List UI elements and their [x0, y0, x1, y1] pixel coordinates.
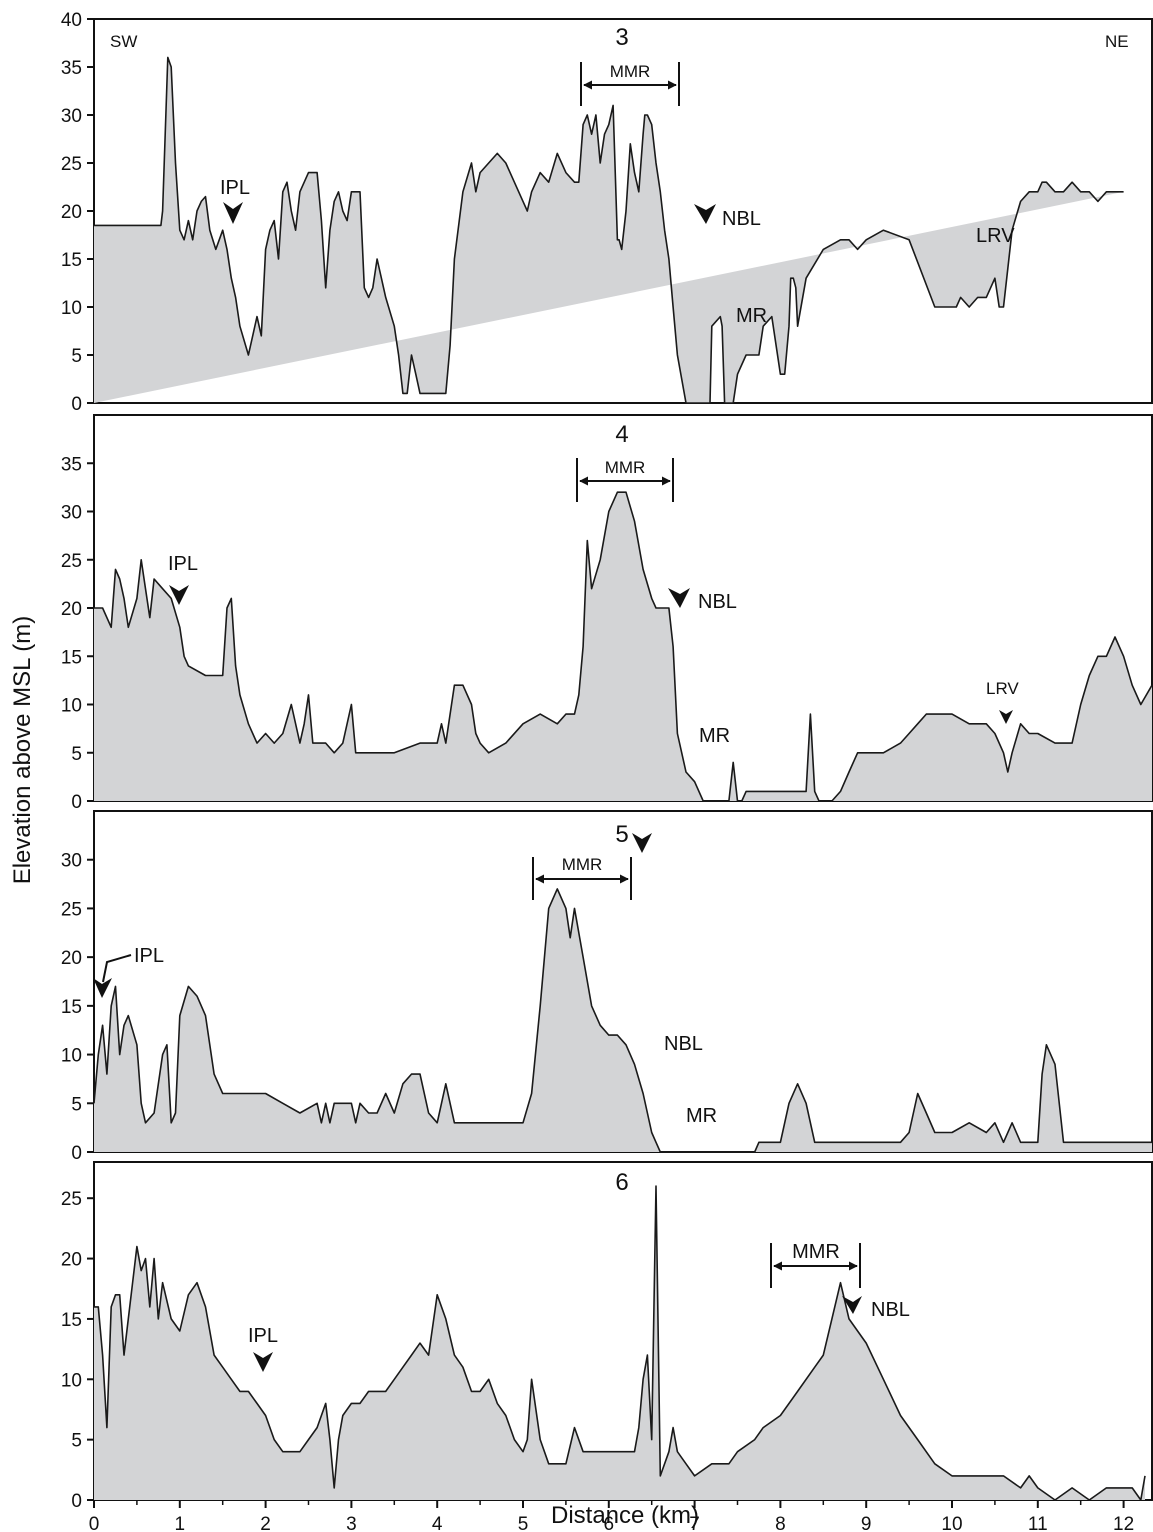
y-tick-label: 10 [61, 298, 82, 319]
elevation-line [94, 1185, 1146, 1501]
elevation-area [94, 492, 1152, 801]
nbl-arrowhead [632, 833, 652, 853]
y-tick-label: 20 [61, 948, 82, 969]
mmr-label: MMR [562, 855, 603, 874]
panel-3-annotations: MMR IPL NBL MR LRV [220, 62, 1015, 327]
x-tick-label: 3 [346, 1514, 357, 1532]
y-tick-label: 25 [61, 899, 82, 920]
x-tick-label: 4 [432, 1514, 443, 1532]
y-tick-label: 10 [61, 1370, 82, 1391]
x-tick-label: 5 [518, 1514, 529, 1532]
nbl-arrowhead [842, 1296, 862, 1314]
y-tick-label: 10 [61, 696, 82, 717]
y-tick-label: 30 [61, 503, 82, 524]
x-axis-title: Distance (km) [551, 1502, 699, 1529]
elevation-line [94, 56, 1124, 404]
x-tick-label: 0 [89, 1514, 100, 1532]
ipl-arrowhead [93, 978, 112, 998]
y-tick-label: 0 [71, 792, 82, 813]
nbl-label: NBL [664, 1033, 703, 1055]
elevation-area [94, 888, 1152, 1152]
nbl-label: NBL [698, 591, 737, 613]
y-tick-label: 5 [71, 1431, 82, 1452]
y-tick-label: 15 [61, 647, 82, 668]
panel-6-annotations: MMR IPL NBL [248, 1241, 910, 1372]
mr-label: MR [699, 725, 730, 747]
mmr-label: MMR [605, 458, 646, 477]
lrv-label: LRV [986, 679, 1019, 698]
nbl-label: NBL [722, 208, 761, 230]
y-tick-label: 15 [61, 1310, 82, 1331]
elevation-line [93, 888, 1152, 1153]
y-tick-label: 25 [61, 1189, 82, 1210]
y-tick-label: 20 [61, 1250, 82, 1271]
y-tick-label: 20 [61, 599, 82, 620]
nbl-arrowhead [694, 204, 716, 224]
nbl-label: NBL [871, 1299, 910, 1321]
y-tick-label: 30 [61, 851, 82, 872]
x-tick-label: 1 [175, 1514, 186, 1532]
direction-label-ne: NE [1105, 32, 1129, 51]
y-tick-label: 15 [61, 997, 82, 1018]
y-tick-label: 0 [71, 1491, 82, 1512]
x-axis-ticks: 0 1 2 3 4 5 6 7 8 9 10 11 12 [89, 1500, 1134, 1532]
y-tick-label: 10 [61, 1046, 82, 1067]
panel-number: 5 [615, 821, 628, 848]
y-tick-label: 0 [71, 394, 82, 415]
panel-number: 3 [615, 24, 628, 51]
panel-number: 6 [615, 1169, 628, 1196]
y-tick-label: 40 [61, 10, 82, 31]
panel-5-annotations: MMR IPL NBL MR [93, 833, 717, 1127]
x-tick-label: 12 [1113, 1514, 1134, 1532]
panel-3: 0 5 10 15 20 25 30 35 40 3 [61, 10, 1153, 415]
y-tick-label: 25 [61, 154, 82, 175]
y-tick-label: 20 [61, 202, 82, 223]
mmr-label: MMR [610, 62, 651, 81]
direction-label-sw: SW [110, 32, 137, 51]
y-tick-label: 5 [71, 346, 82, 367]
x-tick-label: 2 [260, 1514, 271, 1532]
panel-number: 4 [615, 421, 628, 448]
panel-4-annotations: MMR IPL NBL MR LRV [168, 458, 1019, 747]
x-tick-label: 7 [689, 1514, 700, 1532]
elevation-area [94, 57, 1124, 404]
ipl-arrowhead [223, 202, 243, 224]
lrv-arrowhead [999, 710, 1013, 724]
ipl-label: IPL [248, 1325, 278, 1347]
y-tick-label: 15 [61, 250, 82, 271]
ipl-arrowhead [253, 1352, 273, 1372]
elevation-area [94, 1186, 1145, 1500]
y-axis-title: Elevation above MSL (m) [9, 616, 36, 885]
lrv-label: LRV [976, 225, 1015, 247]
x-tick-label: 11 [1028, 1514, 1048, 1532]
x-tick-label: 8 [775, 1514, 786, 1532]
ipl-label: IPL [220, 177, 250, 199]
y-tick-label: 35 [61, 454, 82, 475]
y-tick-label: 25 [61, 551, 82, 572]
mr-label: MR [686, 1105, 717, 1127]
x-tick-label: 9 [861, 1514, 872, 1532]
x-tick-label: 6 [604, 1514, 615, 1532]
nbl-arrowhead [668, 588, 690, 608]
ipl-leader [102, 954, 132, 983]
y-tick-label: 0 [71, 1143, 82, 1164]
y-tick-label: 30 [61, 106, 82, 127]
y-tick-label: 5 [71, 1094, 82, 1115]
mmr-label: MMR [792, 1241, 840, 1263]
ipl-label: IPL [168, 553, 198, 575]
y-tick-label: 5 [71, 744, 82, 765]
elevation-line [94, 491, 1153, 802]
panel-5: 0 5 10 15 20 25 30 5 [61, 810, 1153, 1164]
mr-label: MR [736, 305, 767, 327]
ipl-arrowhead [169, 585, 189, 605]
y-tick-label: 35 [61, 58, 82, 79]
panel-6: 0 5 10 15 20 25 6 [61, 1161, 1153, 1512]
ipl-label: IPL [134, 945, 164, 967]
x-tick-label: 10 [941, 1514, 962, 1532]
